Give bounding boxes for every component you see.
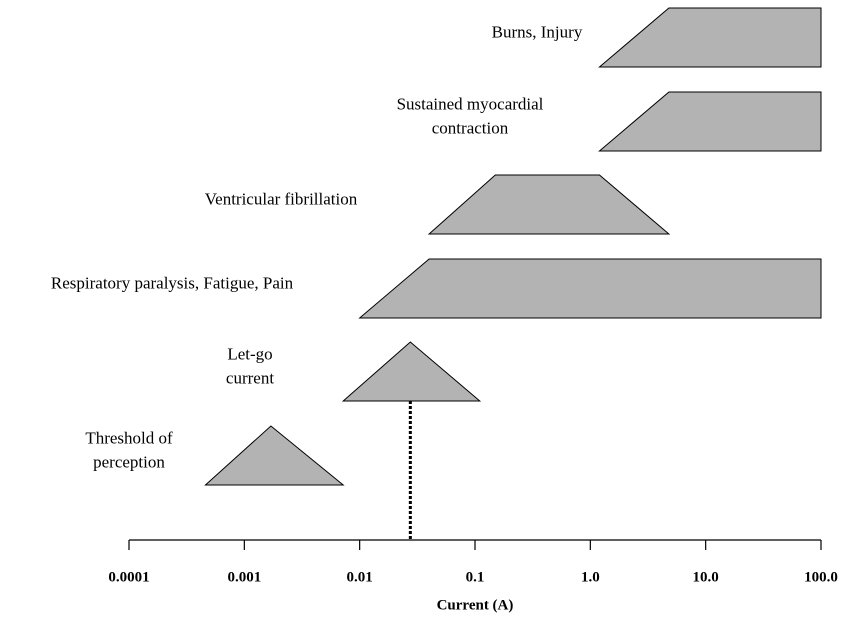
range-shape — [598, 7, 822, 68]
range-shape — [598, 91, 822, 152]
tick-label: 0.1 — [466, 569, 485, 585]
range-label: Burns, Injury — [492, 22, 583, 41]
range-shape — [358, 258, 822, 319]
tick-label: 0.0001 — [108, 569, 149, 585]
tick-label: 0.01 — [347, 569, 373, 585]
range-label: contraction — [432, 118, 509, 137]
tick-label: 0.001 — [227, 569, 261, 585]
range-label: Let-go — [227, 344, 272, 363]
range-label: perception — [93, 452, 165, 471]
range-label: Sustained myocardial — [397, 94, 544, 113]
range-label: Respiratory paralysis, Fatigue, Pain — [51, 273, 294, 292]
range-label: Threshold of — [85, 428, 173, 447]
tick-label: 100.0 — [804, 569, 838, 585]
range-shape — [427, 174, 671, 235]
x-axis-title: Current (A) — [437, 597, 514, 613]
range-label: Ventricular fibrillation — [205, 189, 358, 208]
tick-label: 1.0 — [581, 569, 600, 585]
tick-label: 10.0 — [693, 569, 719, 585]
range-shape — [204, 425, 345, 486]
range-label: current — [226, 368, 274, 387]
range-shape — [341, 341, 482, 402]
